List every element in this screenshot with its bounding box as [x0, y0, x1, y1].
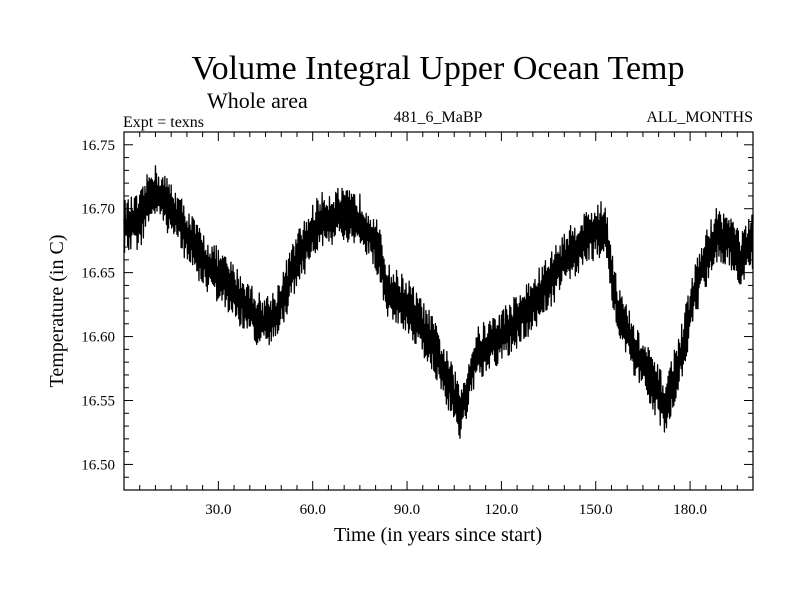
x-tick-label: 120.0 [485, 502, 519, 518]
y-axis-ticks: 16.50 16.55 16.60 16.65 16.70 16.75 [81, 138, 753, 478]
y-tick-label: 16.60 [81, 330, 115, 346]
x-tick-label: 60.0 [300, 502, 326, 518]
x-tick-label: 30.0 [205, 502, 231, 518]
chart-subtitle: Whole area [207, 88, 308, 113]
y-tick-label: 16.70 [81, 202, 115, 218]
x-axis-label: Time (in years since start) [334, 524, 542, 546]
y-tick-label: 16.50 [81, 457, 115, 473]
x-tick-label: 90.0 [394, 502, 420, 518]
x-axis-ticks: 30.0 60.0 90.0 120.0 150.0 180.0 [139, 132, 738, 518]
y-axis-label: Temperature (in C) [46, 235, 68, 388]
y-tick-label: 16.75 [81, 138, 115, 154]
x-tick-label: 180.0 [673, 502, 707, 518]
y-tick-label: 16.55 [81, 394, 115, 410]
plot-frame [123, 131, 754, 491]
x-tick-label: 150.0 [579, 502, 613, 518]
months-label: ALL_MONTHS [646, 109, 753, 126]
plot-content [123, 165, 754, 439]
y-tick-label: 16.65 [81, 266, 115, 282]
run-label: 481_6_MaBP [394, 109, 483, 126]
experiment-label: Expt = texns [123, 114, 204, 131]
chart-title: Volume Integral Upper Ocean Temp [192, 50, 685, 87]
series-line [123, 165, 754, 439]
